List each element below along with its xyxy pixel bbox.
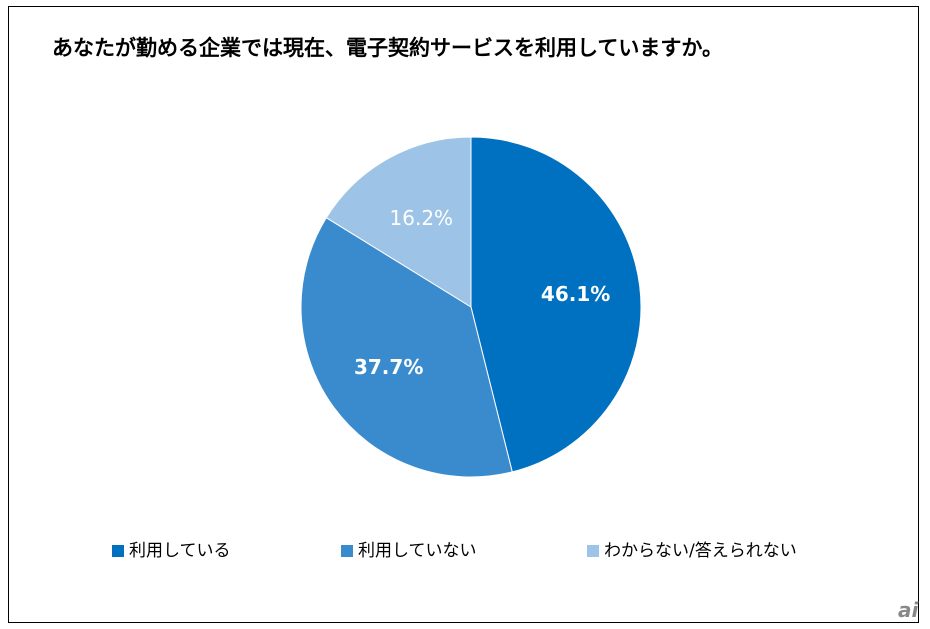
legend-label: わからない/答えられない <box>604 541 797 561</box>
data-label: 37.7% <box>354 355 423 379</box>
chart-title: あなたが勤める企業では現在、電子契約サービスを利用していますか。 <box>52 36 723 60</box>
watermark-logo: ai <box>898 598 919 622</box>
legend-swatch <box>587 544 599 557</box>
legend-label: 利用している <box>129 541 231 561</box>
pie-slice <box>300 217 513 478</box>
legend-item-unknown: わからない/答えられない <box>587 536 797 561</box>
legend-swatch <box>112 544 124 557</box>
legend-label: 利用していない <box>358 541 477 561</box>
pie-slice <box>325 136 472 308</box>
chart-frame <box>8 6 919 623</box>
pie-slice <box>470 136 642 473</box>
legend-item-using: 利用している <box>112 536 231 561</box>
data-label: 16.2% <box>390 206 454 230</box>
legend-swatch <box>341 544 353 557</box>
legend-item-not-using: 利用していない <box>341 536 477 561</box>
data-label: 46.1% <box>541 282 610 306</box>
